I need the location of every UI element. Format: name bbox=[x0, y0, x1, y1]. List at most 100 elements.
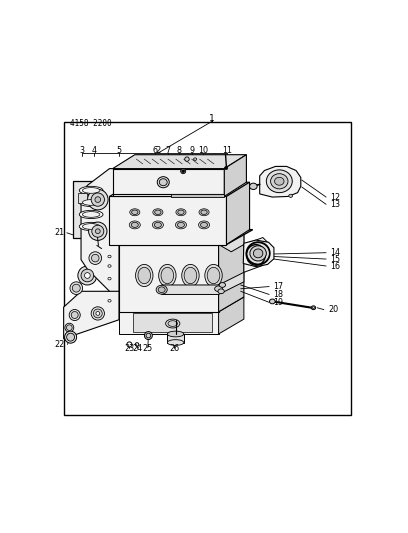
Ellipse shape bbox=[169, 232, 176, 236]
Ellipse shape bbox=[247, 243, 270, 264]
Text: 20: 20 bbox=[328, 305, 338, 314]
Ellipse shape bbox=[96, 311, 100, 316]
Ellipse shape bbox=[181, 236, 186, 239]
Ellipse shape bbox=[157, 176, 169, 188]
Text: 24: 24 bbox=[132, 344, 142, 353]
Text: 7: 7 bbox=[165, 147, 171, 156]
Ellipse shape bbox=[67, 333, 75, 341]
Ellipse shape bbox=[72, 284, 80, 292]
Ellipse shape bbox=[177, 222, 184, 228]
Ellipse shape bbox=[140, 235, 154, 240]
Polygon shape bbox=[119, 245, 219, 312]
Ellipse shape bbox=[181, 168, 186, 174]
Ellipse shape bbox=[130, 209, 140, 216]
Ellipse shape bbox=[215, 286, 222, 292]
Text: 6: 6 bbox=[153, 147, 158, 156]
Ellipse shape bbox=[168, 321, 177, 326]
Ellipse shape bbox=[224, 166, 228, 169]
Text: 1: 1 bbox=[209, 114, 215, 123]
Polygon shape bbox=[119, 230, 244, 245]
Polygon shape bbox=[113, 168, 224, 197]
Text: 13: 13 bbox=[330, 200, 340, 209]
Text: 23: 23 bbox=[124, 344, 135, 353]
Ellipse shape bbox=[91, 193, 104, 206]
Text: 17: 17 bbox=[273, 282, 284, 291]
Ellipse shape bbox=[161, 233, 180, 241]
Ellipse shape bbox=[154, 222, 161, 228]
Ellipse shape bbox=[133, 310, 137, 312]
Ellipse shape bbox=[270, 299, 275, 304]
Ellipse shape bbox=[91, 254, 99, 262]
Polygon shape bbox=[64, 253, 119, 339]
Ellipse shape bbox=[88, 189, 108, 210]
Ellipse shape bbox=[250, 183, 257, 190]
Text: 9: 9 bbox=[189, 147, 194, 156]
Ellipse shape bbox=[166, 319, 180, 328]
Ellipse shape bbox=[271, 174, 288, 189]
Ellipse shape bbox=[67, 325, 72, 330]
Ellipse shape bbox=[311, 306, 316, 310]
Ellipse shape bbox=[78, 266, 97, 285]
Ellipse shape bbox=[79, 198, 103, 207]
Ellipse shape bbox=[266, 170, 292, 192]
Polygon shape bbox=[259, 166, 301, 197]
Ellipse shape bbox=[176, 209, 186, 216]
Polygon shape bbox=[109, 230, 253, 245]
Ellipse shape bbox=[131, 222, 138, 228]
Ellipse shape bbox=[159, 179, 167, 185]
Text: 14: 14 bbox=[330, 248, 340, 257]
Text: 18: 18 bbox=[273, 290, 283, 299]
Polygon shape bbox=[78, 193, 87, 203]
Ellipse shape bbox=[93, 309, 102, 318]
Ellipse shape bbox=[182, 170, 184, 172]
Ellipse shape bbox=[253, 249, 263, 258]
Ellipse shape bbox=[84, 273, 90, 278]
Text: 5: 5 bbox=[116, 147, 122, 156]
Ellipse shape bbox=[129, 221, 140, 229]
Ellipse shape bbox=[161, 267, 174, 284]
Polygon shape bbox=[219, 230, 244, 252]
Ellipse shape bbox=[79, 222, 103, 231]
Ellipse shape bbox=[132, 210, 138, 214]
Ellipse shape bbox=[79, 187, 103, 195]
Ellipse shape bbox=[138, 267, 151, 284]
Polygon shape bbox=[162, 272, 244, 294]
Ellipse shape bbox=[186, 235, 201, 240]
Polygon shape bbox=[243, 240, 274, 266]
Ellipse shape bbox=[123, 232, 131, 236]
Ellipse shape bbox=[167, 331, 184, 337]
Text: 21: 21 bbox=[54, 228, 64, 237]
Ellipse shape bbox=[212, 310, 216, 312]
Ellipse shape bbox=[218, 289, 224, 294]
Ellipse shape bbox=[82, 224, 100, 229]
Ellipse shape bbox=[108, 265, 111, 267]
Ellipse shape bbox=[185, 157, 189, 161]
Polygon shape bbox=[109, 197, 226, 245]
Ellipse shape bbox=[137, 187, 146, 191]
Ellipse shape bbox=[193, 232, 200, 236]
Ellipse shape bbox=[250, 246, 266, 261]
Polygon shape bbox=[171, 194, 224, 197]
Ellipse shape bbox=[146, 232, 153, 236]
Polygon shape bbox=[219, 297, 244, 334]
Ellipse shape bbox=[183, 187, 192, 191]
Ellipse shape bbox=[175, 221, 186, 229]
Ellipse shape bbox=[180, 310, 184, 312]
Ellipse shape bbox=[135, 264, 153, 287]
Polygon shape bbox=[224, 155, 246, 197]
Ellipse shape bbox=[153, 209, 163, 216]
Ellipse shape bbox=[203, 236, 209, 239]
Polygon shape bbox=[113, 155, 246, 168]
Polygon shape bbox=[119, 297, 244, 312]
Ellipse shape bbox=[201, 222, 208, 228]
Ellipse shape bbox=[184, 233, 203, 241]
Polygon shape bbox=[167, 334, 184, 343]
Ellipse shape bbox=[219, 282, 226, 287]
Ellipse shape bbox=[158, 287, 165, 293]
Ellipse shape bbox=[65, 323, 74, 332]
Ellipse shape bbox=[70, 282, 82, 294]
Text: 4158 2200: 4158 2200 bbox=[70, 119, 112, 128]
Ellipse shape bbox=[160, 187, 169, 191]
Ellipse shape bbox=[289, 194, 293, 197]
Ellipse shape bbox=[157, 310, 160, 312]
